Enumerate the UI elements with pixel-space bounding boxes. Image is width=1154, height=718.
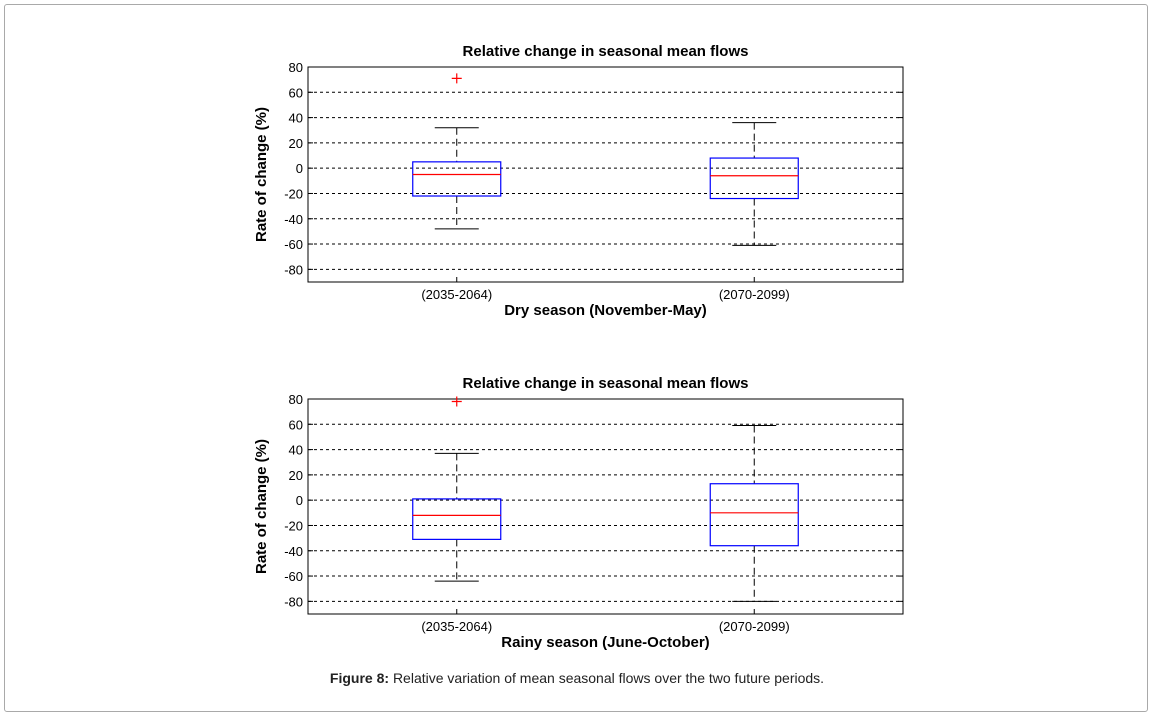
box-iqr bbox=[709, 483, 799, 547]
y-tick-label: -80 bbox=[284, 594, 303, 609]
figure-frame bbox=[4, 4, 1148, 712]
chart-panel-1: 80 60 40 20 0 -20 -40 -60 -80 Relative change in … bbox=[253, 43, 904, 319]
y-axis-label: Rate of change (%) bbox=[253, 439, 270, 574]
chart-title: Relative change in seasonal mean flows bbox=[463, 43, 749, 60]
y-tick-label: 80 bbox=[289, 60, 303, 75]
box-2 bbox=[709, 425, 799, 602]
y-tick-label: -40 bbox=[284, 544, 303, 559]
y-tick-label: 80 bbox=[289, 392, 303, 407]
outlier-marker bbox=[451, 396, 462, 407]
chart-panel-2: 80 60 40 20 0 -20 -40 -60 -80 Relative change in … bbox=[253, 375, 904, 651]
x-axis-label: Dry season (November-May) bbox=[504, 302, 707, 319]
plot-area bbox=[307, 66, 904, 283]
caption-text: Relative variation of mean seasonal flow… bbox=[392, 670, 825, 686]
box-iqr bbox=[412, 161, 502, 197]
y-tick-label: 20 bbox=[289, 468, 303, 483]
box-2 bbox=[709, 122, 799, 246]
outlier-marker bbox=[451, 73, 462, 84]
box-iqr bbox=[709, 157, 799, 200]
y-tick-label: -40 bbox=[284, 212, 303, 227]
y-tick-label: -60 bbox=[284, 569, 303, 584]
y-tick-label: 20 bbox=[289, 136, 303, 151]
y-tick-label: -80 bbox=[284, 262, 303, 277]
x-axis-label: Rainy season (June-October) bbox=[501, 634, 709, 651]
x-tick-label: (2070-2099) bbox=[719, 619, 790, 634]
plot-area bbox=[307, 398, 904, 615]
y-tick-label: 0 bbox=[296, 493, 303, 508]
y-tick-label: -20 bbox=[284, 186, 303, 201]
caption-label: Figure 8: bbox=[329, 670, 390, 686]
y-tick-label: 40 bbox=[289, 443, 303, 458]
x-tick-label: (2035-2064) bbox=[421, 619, 492, 634]
chart-title: Relative change in seasonal mean flows bbox=[463, 375, 749, 392]
x-tick-label: (2070-2099) bbox=[719, 287, 790, 302]
y-tick-label: 60 bbox=[289, 85, 303, 100]
y-tick-label: 0 bbox=[296, 161, 303, 176]
y-axis-label: Rate of change (%) bbox=[253, 107, 270, 242]
box-1 bbox=[412, 396, 502, 582]
y-tick-label: -20 bbox=[284, 518, 303, 533]
box-iqr bbox=[412, 498, 502, 540]
figure-caption: Figure 8: Relative variation of mean sea… bbox=[0, 670, 1154, 686]
y-tick-label: 40 bbox=[289, 111, 303, 126]
y-tick-label: 60 bbox=[289, 417, 303, 432]
box-1 bbox=[412, 73, 502, 230]
x-tick-label: (2035-2064) bbox=[421, 287, 492, 302]
y-tick-label: -60 bbox=[284, 237, 303, 252]
